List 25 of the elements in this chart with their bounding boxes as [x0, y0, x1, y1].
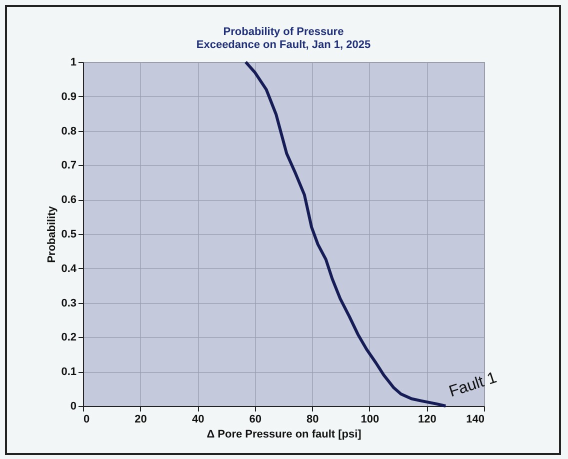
x-tick-label: 60: [249, 414, 262, 426]
x-axis-title: Δ Pore Pressure on fault [psi]: [206, 428, 362, 440]
y-tick-label: 0: [70, 400, 76, 412]
text: Fault 1: [447, 369, 499, 401]
y-axis-title: Probability: [46, 205, 58, 263]
line-series: [244, 60, 448, 408]
x-tick-label: 80: [306, 414, 319, 426]
y-tick-label: 0.7: [61, 160, 76, 172]
y-tick-label: 0.4: [61, 262, 78, 275]
text: Probability of Pressure: [223, 26, 344, 38]
y-tick-label: 0.1: [61, 366, 76, 378]
y-tick-label: 0.6: [61, 194, 76, 206]
text: Exceedance on Fault, Jan 1, 2025: [196, 39, 371, 51]
y-tick-label: 0.2: [61, 332, 76, 344]
y-tick-label: 0.8: [61, 125, 76, 138]
y-tick-label: 0.9: [61, 90, 76, 103]
y-tick-label: 1: [70, 56, 76, 68]
x-tick-label: 40: [192, 414, 204, 426]
y-tick-label: 0.3: [61, 297, 76, 310]
x-tick-label: 120: [418, 414, 436, 426]
x-tick-label: 140: [466, 414, 484, 426]
y-tick-label: 0.5: [61, 228, 76, 240]
x-tick-label: 0: [84, 414, 90, 426]
x-tick-label: 100: [360, 414, 380, 426]
x-tick-label: 20: [134, 414, 147, 426]
